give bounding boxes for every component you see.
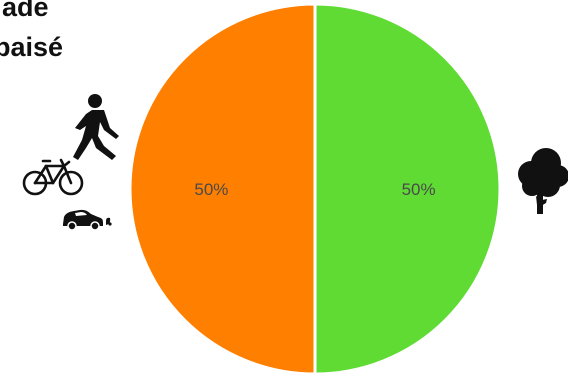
bicycle-icon: [22, 158, 84, 196]
title-line-2: paisé: [0, 32, 64, 62]
pedestrian-icon: [73, 94, 119, 160]
car-icon: [63, 209, 112, 231]
pie-slice-1: [313, 2, 502, 375]
pie-slice-label-0: 50%: [194, 180, 228, 199]
pie-slices: [128, 2, 502, 375]
title-line-1: ade: [2, 0, 49, 22]
pie-slice-0: [128, 2, 317, 375]
pie-slice-label-1: 50%: [402, 180, 436, 199]
pie-labels: 50% 50%: [194, 180, 435, 199]
tree-icon: [518, 148, 568, 214]
